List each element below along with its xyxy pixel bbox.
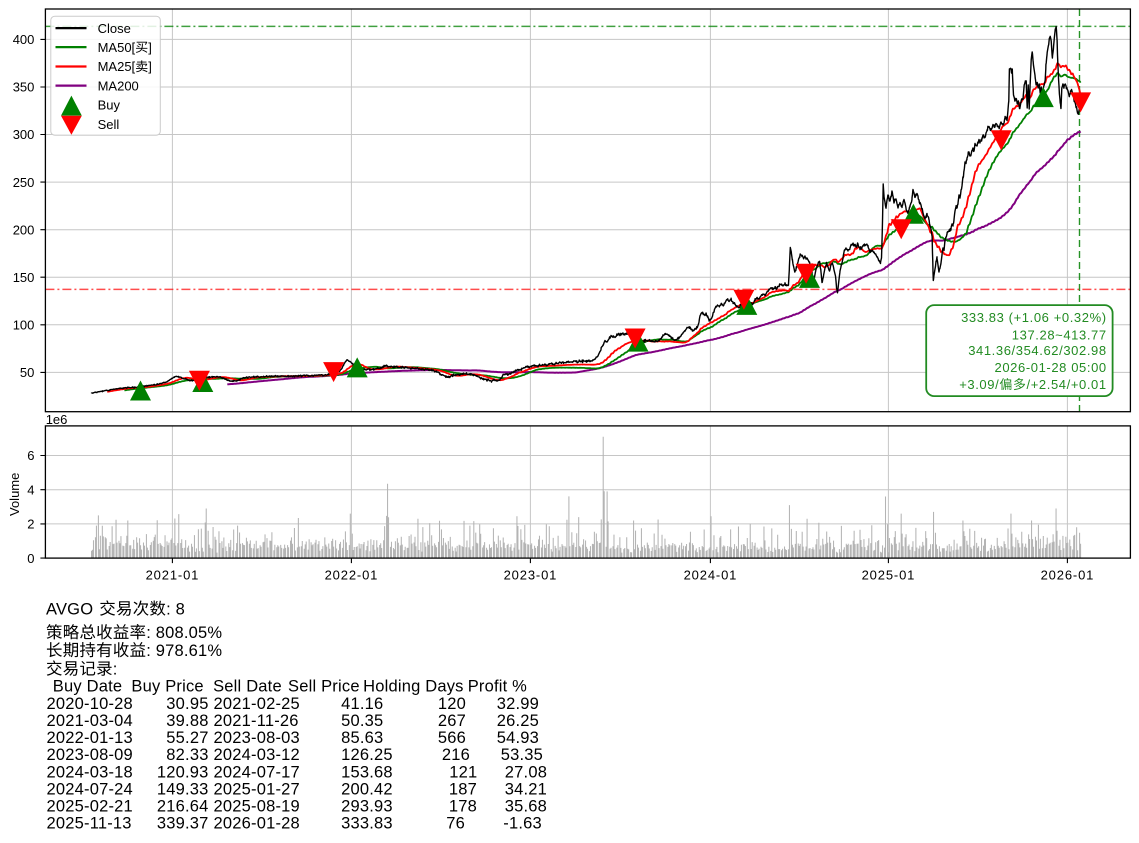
- svg-text:Holding Days: Holding Days: [363, 678, 464, 696]
- svg-text:/+2.54/+0.01: /+2.54/+0.01: [1027, 377, 1107, 392]
- svg-text:2024-01: 2024-01: [684, 568, 738, 583]
- svg-text:126.25: 126.25: [341, 746, 393, 764]
- svg-text:76: 76: [446, 814, 465, 832]
- svg-text:54.93: 54.93: [497, 729, 539, 747]
- svg-text:2025-11-13: 2025-11-13: [47, 814, 132, 832]
- svg-text:2021-03-04: 2021-03-04: [47, 712, 133, 730]
- svg-text:149.33: 149.33: [157, 781, 209, 799]
- svg-text:]: ]: [148, 40, 152, 55]
- svg-text:50: 50: [20, 365, 34, 380]
- svg-text:27.08: 27.08: [505, 763, 547, 781]
- svg-text:AVGO: AVGO: [46, 600, 98, 618]
- svg-text:2023-08-03: 2023-08-03: [214, 729, 300, 747]
- svg-text:34.21: 34.21: [505, 781, 547, 799]
- svg-text:MA50[: MA50[: [98, 40, 136, 55]
- svg-text:MA200: MA200: [98, 78, 139, 93]
- svg-text:]: ]: [148, 59, 152, 74]
- svg-text:82.33: 82.33: [166, 746, 208, 764]
- svg-text:333.83: 333.83: [341, 814, 393, 832]
- svg-text:85.63: 85.63: [341, 729, 383, 747]
- svg-text:339.37: 339.37: [157, 814, 209, 832]
- svg-text:6: 6: [27, 448, 34, 463]
- svg-text:: 8: : 8: [166, 600, 185, 618]
- svg-text:Buy Date: Buy Date: [53, 678, 122, 696]
- svg-text:566: 566: [438, 729, 466, 747]
- svg-text:1e6: 1e6: [46, 412, 68, 427]
- svg-text:178: 178: [449, 798, 477, 816]
- svg-text:100: 100: [13, 318, 35, 333]
- svg-text:: 978.61%: : 978.61%: [146, 642, 222, 660]
- svg-text:+3.09/: +3.09/: [959, 377, 999, 392]
- svg-text:267: 267: [438, 712, 466, 730]
- svg-text:Buy: Buy: [98, 98, 121, 113]
- svg-text:2026-01-28 05:00: 2026-01-28 05:00: [995, 360, 1107, 375]
- svg-text:137.28~413.77: 137.28~413.77: [1012, 328, 1107, 343]
- svg-text:55.27: 55.27: [166, 729, 208, 747]
- svg-text:: 808.05%: : 808.05%: [146, 624, 222, 642]
- svg-text:341.36/354.62/302.98: 341.36/354.62/302.98: [968, 343, 1107, 358]
- svg-text:2024-03-18: 2024-03-18: [47, 763, 133, 781]
- svg-text:2025-08-19: 2025-08-19: [214, 798, 300, 816]
- svg-text:333.83 (+1.06 +0.32%): 333.83 (+1.06 +0.32%): [961, 310, 1107, 325]
- svg-text:120.93: 120.93: [157, 763, 209, 781]
- svg-text:2024-07-17: 2024-07-17: [214, 763, 300, 781]
- svg-text:Sell Date: Sell Date: [213, 678, 282, 696]
- svg-text:2025-01-27: 2025-01-27: [214, 781, 300, 799]
- svg-text:4: 4: [27, 482, 34, 497]
- svg-text:Profit %: Profit %: [468, 678, 527, 696]
- svg-text:Sell Price: Sell Price: [288, 678, 360, 696]
- svg-text:350: 350: [13, 80, 35, 95]
- svg-text:216.64: 216.64: [157, 798, 209, 816]
- svg-text:2026-01-28: 2026-01-28: [214, 814, 300, 832]
- svg-text:150: 150: [13, 270, 35, 285]
- svg-text:2021-01: 2021-01: [146, 568, 200, 583]
- svg-text:2022-01: 2022-01: [325, 568, 379, 583]
- svg-text:35.68: 35.68: [505, 798, 547, 816]
- svg-text:41.16: 41.16: [341, 695, 383, 713]
- svg-text:400: 400: [13, 32, 35, 47]
- svg-text:2024-03-12: 2024-03-12: [214, 746, 300, 764]
- svg-text:216: 216: [442, 746, 470, 764]
- svg-text:MA25[: MA25[: [98, 59, 136, 74]
- svg-text:50.35: 50.35: [341, 712, 383, 730]
- svg-text:2022-01-13: 2022-01-13: [47, 729, 133, 747]
- svg-text:-1.63: -1.63: [503, 814, 542, 832]
- svg-text:Sell: Sell: [98, 117, 120, 132]
- svg-text:26.25: 26.25: [497, 712, 539, 730]
- svg-text:300: 300: [13, 127, 35, 142]
- svg-text:120: 120: [438, 695, 466, 713]
- svg-text:2026-01: 2026-01: [1041, 568, 1095, 583]
- svg-text:39.88: 39.88: [166, 712, 208, 730]
- svg-text:2025-01: 2025-01: [862, 568, 916, 583]
- svg-text:153.68: 153.68: [341, 763, 393, 781]
- svg-text:Volume: Volume: [7, 473, 22, 516]
- svg-text:2025-02-21: 2025-02-21: [47, 798, 133, 816]
- svg-text:Buy Price: Buy Price: [131, 678, 203, 696]
- svg-text:30.95: 30.95: [166, 695, 208, 713]
- svg-text::: :: [113, 660, 118, 678]
- svg-text:187: 187: [449, 781, 477, 799]
- svg-text:2023-08-09: 2023-08-09: [47, 746, 133, 764]
- svg-text:121: 121: [449, 763, 477, 781]
- svg-text:32.99: 32.99: [497, 695, 539, 713]
- svg-text:2021-11-26: 2021-11-26: [214, 712, 299, 730]
- svg-text:2020-10-28: 2020-10-28: [47, 695, 133, 713]
- svg-text:200.42: 200.42: [341, 781, 393, 799]
- svg-text:293.93: 293.93: [341, 798, 393, 816]
- svg-text:200: 200: [13, 222, 35, 237]
- svg-text:2: 2: [27, 517, 34, 532]
- svg-text:53.35: 53.35: [501, 746, 543, 764]
- svg-text:250: 250: [13, 175, 35, 190]
- svg-text:2023-01: 2023-01: [504, 568, 558, 583]
- svg-text:Close: Close: [98, 21, 131, 36]
- svg-text:2021-02-25: 2021-02-25: [214, 695, 300, 713]
- svg-text:2024-07-24: 2024-07-24: [47, 781, 133, 799]
- svg-text:0: 0: [27, 551, 34, 566]
